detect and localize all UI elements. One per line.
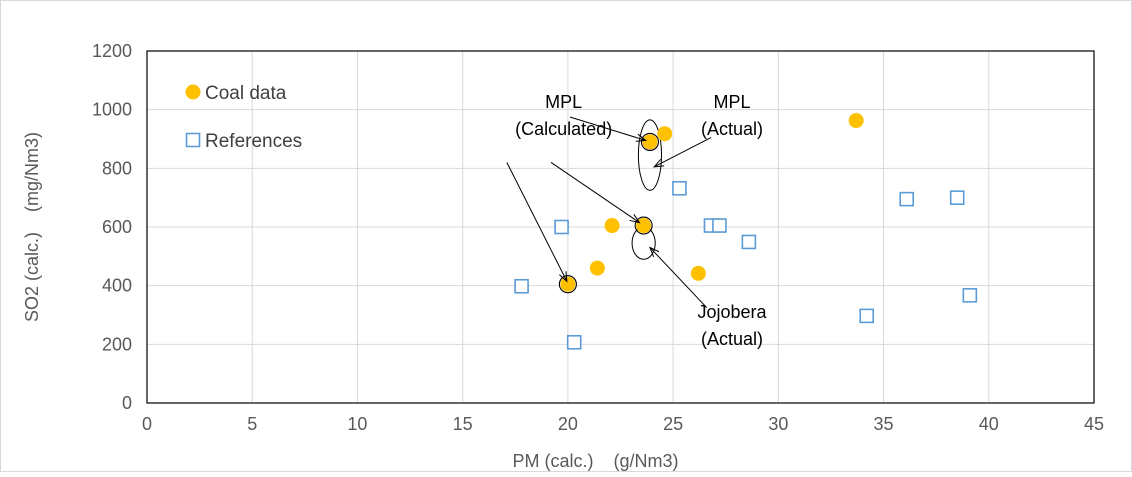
x-tick-label-9: 45 bbox=[1084, 414, 1104, 434]
coal-data-point-6 bbox=[690, 265, 706, 281]
coal-data-point-0 bbox=[560, 276, 576, 292]
y-tick-label-0: 0 bbox=[122, 393, 132, 413]
annotation-arrow-0-1 bbox=[550, 162, 640, 224]
references-point-3 bbox=[672, 180, 687, 196]
y-tick-label-2: 400 bbox=[102, 276, 132, 296]
coal-data-point-2 bbox=[604, 218, 620, 234]
annotation-arrowhead-0-1 bbox=[629, 214, 641, 224]
annotation-label-0-line-1: (Calculated) bbox=[515, 119, 612, 139]
coal-data-point-3 bbox=[636, 218, 652, 234]
annotation-label-2-line-1: (Actual) bbox=[701, 329, 763, 349]
x-axis-title: PM (calc.) (g/Nm3) bbox=[512, 451, 678, 471]
x-tick-label-4: 20 bbox=[558, 414, 578, 434]
annotation-ellipse-0 bbox=[637, 119, 663, 191]
y-tick-label-4: 800 bbox=[102, 158, 132, 178]
references-point-2 bbox=[566, 334, 582, 350]
references-point-8 bbox=[899, 191, 915, 207]
x-tick-label-6: 30 bbox=[768, 414, 788, 434]
y-tick-label-3: 600 bbox=[102, 217, 132, 237]
references-point-6 bbox=[741, 234, 757, 250]
data-markers bbox=[514, 113, 978, 350]
highlight-ring-2 bbox=[640, 132, 660, 151]
annotation-label-1-line-1: (Actual) bbox=[701, 119, 763, 139]
references-point-9 bbox=[949, 190, 965, 205]
x-tick-label-2: 10 bbox=[347, 414, 367, 434]
coal-data-point-4 bbox=[642, 134, 658, 150]
annotation-arrowhead-1-0 bbox=[652, 158, 665, 168]
annotation-arrowhead-2-0 bbox=[649, 246, 660, 258]
annotation-arrow-1-0 bbox=[653, 137, 712, 168]
legend-label-references: References bbox=[205, 131, 302, 152]
annotation-arrow-0-0 bbox=[569, 116, 646, 141]
grid-layer bbox=[147, 51, 1094, 403]
coal-data-point-1 bbox=[589, 260, 605, 276]
references-point-10 bbox=[962, 288, 978, 303]
references-point-0 bbox=[514, 278, 529, 294]
x-tick-label-5: 25 bbox=[663, 414, 683, 434]
highlight-ring-1 bbox=[634, 216, 653, 235]
x-tick-label-8: 40 bbox=[979, 414, 999, 434]
legend: Coal data References bbox=[185, 83, 302, 152]
references-point-7 bbox=[859, 308, 875, 324]
coal-data-point-5 bbox=[657, 126, 673, 142]
legend-marker-coal-data bbox=[185, 84, 201, 100]
tick-labels: 0 5 10 15 20 25 30 35 40 45 0 200 400 600 800 1000 1200 bbox=[92, 41, 1104, 434]
annotation-label-0-line-0: MPL bbox=[545, 92, 582, 112]
annotation-label-1-line-0: MPL bbox=[714, 92, 751, 112]
annotation-arrow-0-2 bbox=[506, 162, 568, 282]
annotation-arrowhead-0-0 bbox=[635, 133, 648, 142]
x-tick-label-1: 5 bbox=[247, 414, 257, 434]
legend-label-coal-data: Coal data bbox=[205, 83, 287, 104]
legend-marker-references bbox=[185, 132, 201, 148]
plot-area-border bbox=[146, 50, 1095, 404]
annotation-arrowhead-0-2 bbox=[559, 271, 568, 283]
y-axis-title: SO2 (calc.) (mg/Nm3) bbox=[22, 132, 42, 322]
references-point-1 bbox=[554, 219, 569, 235]
annotation-label-2-line-0: Jojobera bbox=[698, 302, 768, 322]
highlight-ring-0 bbox=[558, 275, 577, 294]
x-tick-label-3: 15 bbox=[453, 414, 473, 434]
references-point-5 bbox=[712, 218, 727, 233]
annotation-arrow-2-0 bbox=[649, 247, 708, 309]
annotations: MPL (Calculated) MPL (Actual) Jojobera (Actua… bbox=[506, 92, 768, 349]
y-tick-label-1: 200 bbox=[102, 334, 132, 354]
y-tick-label-6: 1200 bbox=[92, 41, 132, 61]
x-tick-label-0: 0 bbox=[142, 414, 152, 434]
x-tick-label-7: 35 bbox=[874, 414, 894, 434]
y-tick-label-5: 1000 bbox=[92, 100, 132, 120]
coal-data-point-7 bbox=[848, 113, 864, 129]
